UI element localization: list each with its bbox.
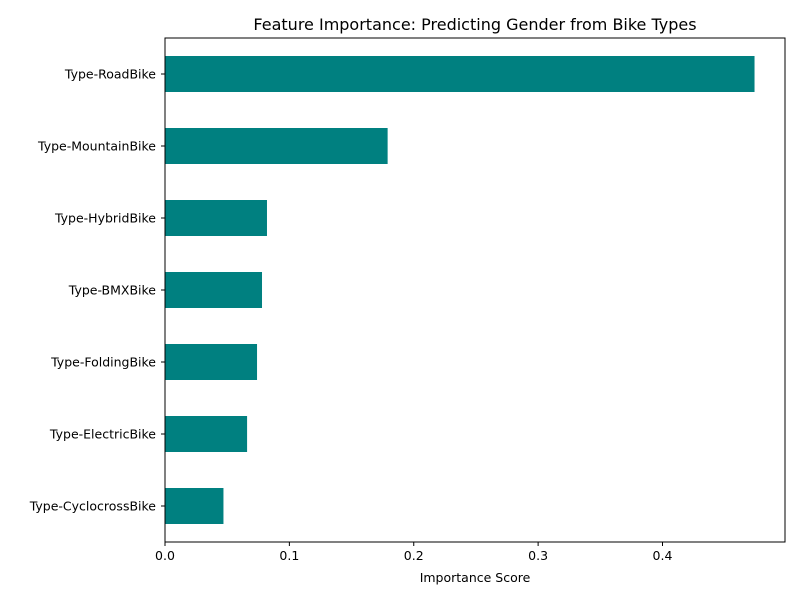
x-tick-label: 0.0 (155, 548, 175, 563)
bar-type-bmxbike (165, 272, 263, 308)
y-tick-label: Type-MountainBike (37, 139, 156, 154)
x-axis-ticks: 0.0 0.1 0.2 0.3 0.4 (155, 542, 672, 563)
y-tick-label: Type-RoadBike (64, 67, 156, 82)
y-tick-label: Type-CyclocrossBike (29, 499, 157, 514)
bar-type-hybridbike (165, 200, 267, 236)
x-tick-label: 0.3 (528, 548, 548, 563)
x-tick-label: 0.1 (279, 548, 299, 563)
x-tick-label: 0.2 (404, 548, 424, 563)
x-tick-label: 0.4 (653, 548, 673, 563)
plot-frame (164, 37, 786, 543)
bar-type-roadbike (165, 56, 755, 92)
bars-group (165, 56, 755, 524)
x-axis-label: Importance Score (420, 570, 531, 585)
y-tick-label: Type-FoldingBike (50, 355, 156, 370)
chart-title: Feature Importance: Predicting Gender fr… (253, 15, 696, 34)
y-tick-label: Type-BMXBike (68, 283, 157, 298)
bar-type-mountainbike (165, 128, 388, 164)
y-tick-label: Type-ElectricBike (49, 427, 156, 442)
y-tick-label: Type-HybridBike (54, 211, 156, 226)
bar-type-cyclocrossbike (165, 488, 224, 524)
bar-type-foldingbike (165, 344, 258, 380)
y-axis-ticks: Type-RoadBike Type-MountainBike Type-Hybri… (29, 67, 165, 514)
bar-type-electricbike (165, 416, 248, 452)
